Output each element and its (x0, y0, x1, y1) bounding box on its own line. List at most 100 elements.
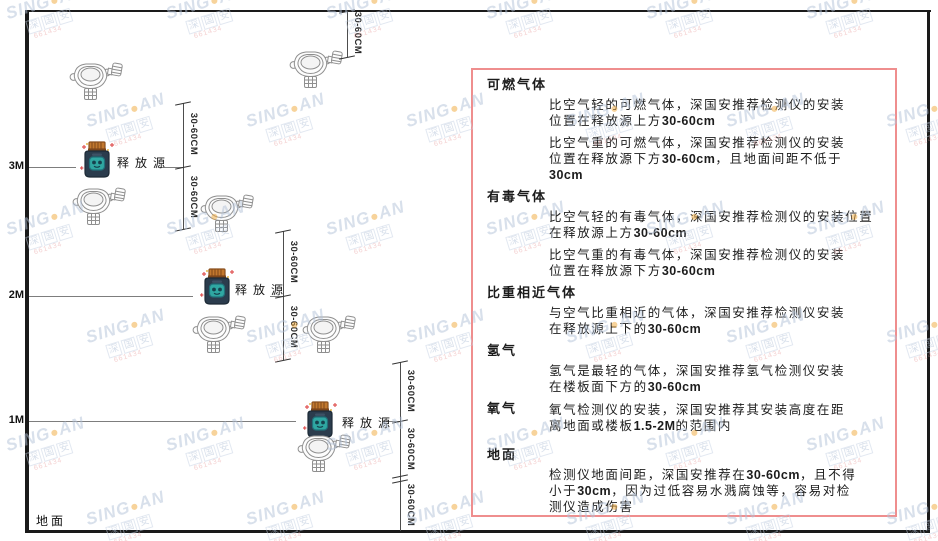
watermark-brand-dot: ● (447, 98, 462, 117)
info-panel: 可燃气体 比空气轻的可燃气体，深国安推荐检测仪的安装 位置在释放源上方30-60cm… (471, 68, 897, 517)
watermark-cn-char: 国 (840, 12, 859, 30)
panel-section: 氢气 氢气是最轻的气体，深国安推荐氢气检测仪安装 在楼板面下方的30-60cm (487, 344, 885, 395)
watermark-code-text: 661434 (913, 348, 938, 365)
watermark-cn-text: 深国安 (169, 0, 252, 39)
watermark-cn-char: 安 (375, 223, 394, 242)
watermark-cn-text: 深国安 (249, 106, 332, 147)
paragraph-line: 在释放源上下的30-60cm (549, 321, 885, 337)
panel-paragraph: 比空气重的可燃气体，深国安推荐检测仪的安装 位置在释放源下方30-60cm，且地面… (549, 135, 885, 183)
watermark-code-text: 661434 (193, 24, 224, 41)
paragraph-text: ，因为过低容易水溅腐蚀等，容易对检 (611, 483, 851, 498)
watermark-cn-text: 深国安 (89, 322, 172, 363)
watermark-cn-char: 国 (120, 120, 139, 138)
measurement-value: 1.5-2M (633, 419, 676, 433)
watermark-brand-dot: ● (127, 496, 142, 515)
watermark-cn-char: 国 (40, 228, 59, 246)
watermark-cn-text: 深国安 (169, 430, 252, 471)
watermark-brand-dot: ● (848, 0, 862, 9)
panel-paragraph: 比空气重的有毒气体，深国安推荐检测仪的安装 位置在释放源下方30-60cm (549, 247, 885, 279)
gas-detector-icon (288, 47, 344, 93)
measurement-value: 30cm (577, 484, 612, 498)
paragraph-line: 小于30cm，因为过低容易水溅腐蚀等，容易对检 (549, 483, 885, 499)
release-source-label: 释放源 (117, 156, 172, 170)
watermark-cn-char: 国 (360, 228, 379, 246)
watermark-brand-dot: ● (447, 314, 462, 333)
paragraph-line: 位置在释放源下方30-60cm (549, 263, 885, 279)
axis-label: 3M (8, 160, 24, 172)
ground-label: 地面 (36, 514, 67, 528)
watermark-brand-text: SING●AN (83, 305, 167, 348)
watermark-cn-char: 安 (55, 439, 74, 458)
watermark-cn-char: 安 (295, 513, 314, 532)
watermark-cn-char: 深 (185, 17, 203, 35)
watermark-cn-char: 国 (280, 120, 299, 138)
panel-paragraph: 氢气是最轻的气体，深国安推荐氢气检测仪安装 在楼板面下方的30-60cm (549, 363, 885, 395)
panel-section: 地面 检测仪地面间距，深国安推荐在30-60cm，且不得 小于30cm，因为过低容易… (487, 448, 885, 515)
watermark-cn-char: 安 (135, 513, 154, 532)
release-source-icon (298, 401, 342, 441)
watermark-cn-text: 深国安 (9, 0, 92, 39)
dimension-line (400, 362, 401, 531)
watermark-cn-char: 深 (825, 17, 843, 35)
release-source-icon (75, 141, 119, 181)
panel-section: 比重相近气体 与空气比重相近的气体，深国安推荐检测仪安装 在释放源上下的30-60c… (487, 286, 885, 337)
gas-detector-icon (71, 184, 127, 230)
watermark-brand-dot: ● (47, 422, 62, 441)
panel-section: 可燃气体 比空气轻的可燃气体，深国安推荐检测仪的安装 位置在释放源上方30-60cm… (487, 78, 885, 183)
watermark-brand-post: AN (696, 0, 727, 7)
watermark-brand-pre: SING (323, 207, 373, 240)
watermark-cn-text: 深国安 (329, 214, 412, 255)
paragraph-text: 在楼板面下方的 (549, 379, 648, 394)
watermark-brand-dot: ● (528, 0, 542, 9)
watermark-brand-dot: ● (127, 314, 142, 333)
panel-paragraph: 氧气检测仪的安装，深国安推荐其安装高度在距 离地面或楼板1.5-2M的范围内 (549, 402, 885, 434)
dimension-label: 30-60CM (188, 112, 199, 156)
watermark-cn-char: 深 (265, 341, 283, 359)
watermark-brand-post: AN (136, 89, 168, 115)
level-line (29, 296, 193, 297)
watermark-cn-char: 深 (905, 125, 923, 143)
paragraph-line: 比空气轻的可燃气体，深国安推荐检测仪的安装 (549, 97, 885, 113)
paragraph-line: 比空气重的有毒气体，深国安推荐检测仪的安装 (549, 247, 885, 263)
measurement-value: 30-60cm (661, 114, 716, 128)
dimension-line (347, 11, 348, 57)
panel-section: 氧气 氧气检测仪的安装，深国安推荐其安装高度在距 离地面或楼板1.5-2M的范围内 (487, 402, 885, 434)
paragraph-text: 检测仪地面间距，深国安推荐在 (549, 467, 747, 482)
paragraph-text: 的范围内 (675, 418, 732, 433)
paragraph-line: 与空气比重相近的气体，深国安推荐检测仪安装 (549, 305, 885, 321)
gas-detector-icon (191, 312, 247, 358)
watermark-cn-char: 国 (360, 12, 379, 30)
watermark-cn-char: 深 (425, 125, 443, 143)
watermark-cn-char: 国 (40, 444, 59, 462)
watermark-cn-char: 安 (135, 331, 154, 350)
section-heading: 地面 (487, 448, 518, 463)
dimension-label: 30-60CM (188, 175, 199, 219)
watermark-brand-post: AN (296, 487, 328, 513)
measurement-value: 30-60cm (633, 226, 688, 240)
paragraph-line: 氧气检测仪的安装，深国安推荐其安装高度在距 (549, 402, 885, 418)
watermark-cn-char: 深 (185, 449, 203, 467)
watermark-brand-text: SING●AN (243, 487, 327, 530)
release-source-icon (195, 268, 239, 308)
ground-line (25, 530, 930, 533)
watermark-code-text: 661434 (273, 132, 304, 149)
measurement-value: 30-60cm (647, 322, 702, 336)
watermark-cn-char: 深 (345, 233, 363, 251)
watermark-cn-char: 深 (905, 341, 923, 359)
release-source-label: 释放源 (235, 283, 290, 297)
watermark-brand-dot: ● (207, 422, 222, 441)
watermark-brand-pre: SING (243, 497, 293, 530)
dimension-label: 30-60CM (288, 240, 299, 284)
watermark-brand-post: AN (856, 0, 887, 7)
release-source-label: 释放源 (342, 416, 397, 430)
measurement-value: 30-60cm (661, 152, 716, 166)
paragraph-text: 位置在释放源上方 (549, 113, 662, 128)
section-heading: 氧气 (487, 402, 518, 417)
watermark-brand-dot: ● (208, 0, 222, 9)
